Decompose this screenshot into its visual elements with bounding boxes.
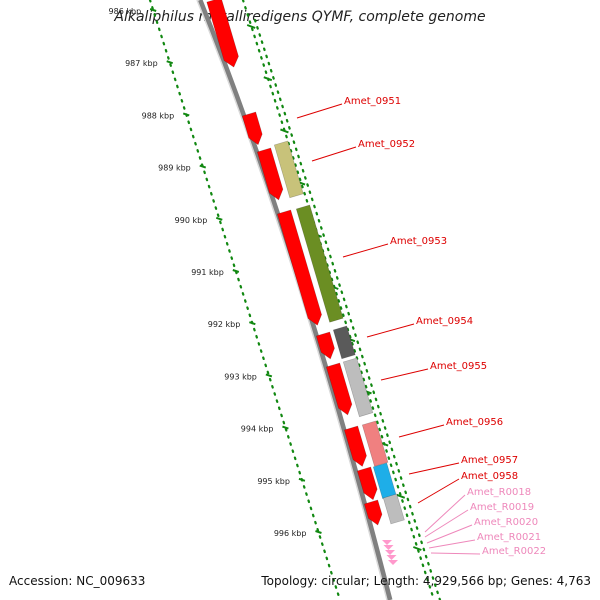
ruler-label: 991 kbp <box>191 268 224 277</box>
forward-cds-arrow <box>343 425 367 467</box>
major-tick <box>298 477 306 482</box>
gene-label-leader <box>366 323 415 338</box>
reverse-feature-block <box>342 357 374 418</box>
gene-label: Amet_0952 <box>358 139 415 150</box>
outer-tick-row-2 <box>253 18 442 600</box>
gene-label: Amet_0958 <box>461 471 518 482</box>
major-tick <box>282 425 289 430</box>
ruler-label: 988 kbp <box>142 111 175 120</box>
ruler-label: 993 kbp <box>224 372 257 381</box>
major-tick <box>215 216 223 221</box>
ruler-label: 989 kbp <box>158 164 191 173</box>
topology-text: Topology: circular; Length: 4,929,566 bp… <box>261 574 591 588</box>
rna-feature <box>382 540 392 545</box>
rna-feature <box>386 555 397 560</box>
reverse-feature-block <box>372 462 397 499</box>
gene-label: Amet_0951 <box>344 96 401 107</box>
reverse-feature-block <box>361 420 389 467</box>
outer-major-tick <box>280 128 289 134</box>
reverse-feature-block <box>382 493 405 525</box>
gene-label-leader <box>428 539 476 549</box>
ruler-label: 996 kbp <box>274 529 307 538</box>
gene-label: Amet_0953 <box>390 236 447 247</box>
gene-label-leader <box>311 146 357 162</box>
rna-feature <box>385 550 395 555</box>
gene-label-leader <box>430 552 481 555</box>
gene-label: Amet_R0020 <box>474 517 538 528</box>
major-tick <box>149 8 157 12</box>
major-tick <box>249 321 256 326</box>
gene-label-leader <box>380 368 429 381</box>
rna-feature <box>388 560 398 565</box>
gene-label: Amet_0954 <box>416 316 473 327</box>
forward-cds-arrow <box>363 499 383 526</box>
gene-label: Amet_R0022 <box>482 546 546 557</box>
major-tick <box>315 530 322 534</box>
gene-label-leader <box>398 424 445 438</box>
gene-label-leader <box>417 478 460 504</box>
outer-major-tick <box>413 546 422 551</box>
sequence-backbone-highlight <box>196 0 388 600</box>
forward-cds-arrow <box>315 331 335 360</box>
ruler-label: 987 kbp <box>125 59 158 68</box>
forward-cds-arrow <box>356 466 378 501</box>
sequence-backbone <box>197 0 393 600</box>
gene-label-leader <box>424 494 466 533</box>
ruler-label: 986 kbp <box>109 7 142 16</box>
gene-label: Amet_0955 <box>430 361 487 372</box>
gene-label-leader <box>424 509 469 538</box>
reverse-feature-block <box>273 140 304 199</box>
gene-label: Amet_R0021 <box>477 532 541 543</box>
reverse-feature-block <box>295 204 344 323</box>
major-tick <box>232 269 240 273</box>
ruler-label: 990 kbp <box>175 216 208 225</box>
accession-text: Accession: NC_009633 <box>9 574 146 588</box>
gene-label-leader <box>342 243 389 258</box>
major-tick <box>199 164 207 169</box>
outer-tick-row <box>241 0 436 600</box>
gene-label: Amet_R0019 <box>470 502 534 513</box>
reverse-feature-block <box>332 325 356 360</box>
ruler-label: 994 kbp <box>241 425 274 434</box>
rna-feature <box>383 545 394 550</box>
forward-cds-arrow <box>206 0 239 68</box>
inner-tick-row <box>148 0 342 600</box>
forward-cds-arrow <box>276 209 322 326</box>
major-tick <box>182 112 190 117</box>
gene-label-leader <box>408 462 460 475</box>
gene-label-leader <box>426 524 473 544</box>
forward-cds-arrow <box>325 362 353 416</box>
forward-cds-arrow <box>241 111 263 146</box>
outer-major-tick <box>246 24 256 29</box>
major-tick <box>265 373 273 378</box>
gene-label: Amet_0957 <box>461 455 518 466</box>
outer-major-tick <box>263 76 273 82</box>
ruler-label: 992 kbp <box>208 320 241 329</box>
gene-label: Amet_0956 <box>446 417 503 428</box>
ruler-label: 995 kbp <box>257 477 290 486</box>
gene-label: Amet_R0018 <box>467 487 531 498</box>
major-tick <box>166 60 174 65</box>
outer-major-tick <box>396 493 406 499</box>
gene-label-leader <box>296 103 343 119</box>
forward-cds-arrow <box>256 147 284 201</box>
